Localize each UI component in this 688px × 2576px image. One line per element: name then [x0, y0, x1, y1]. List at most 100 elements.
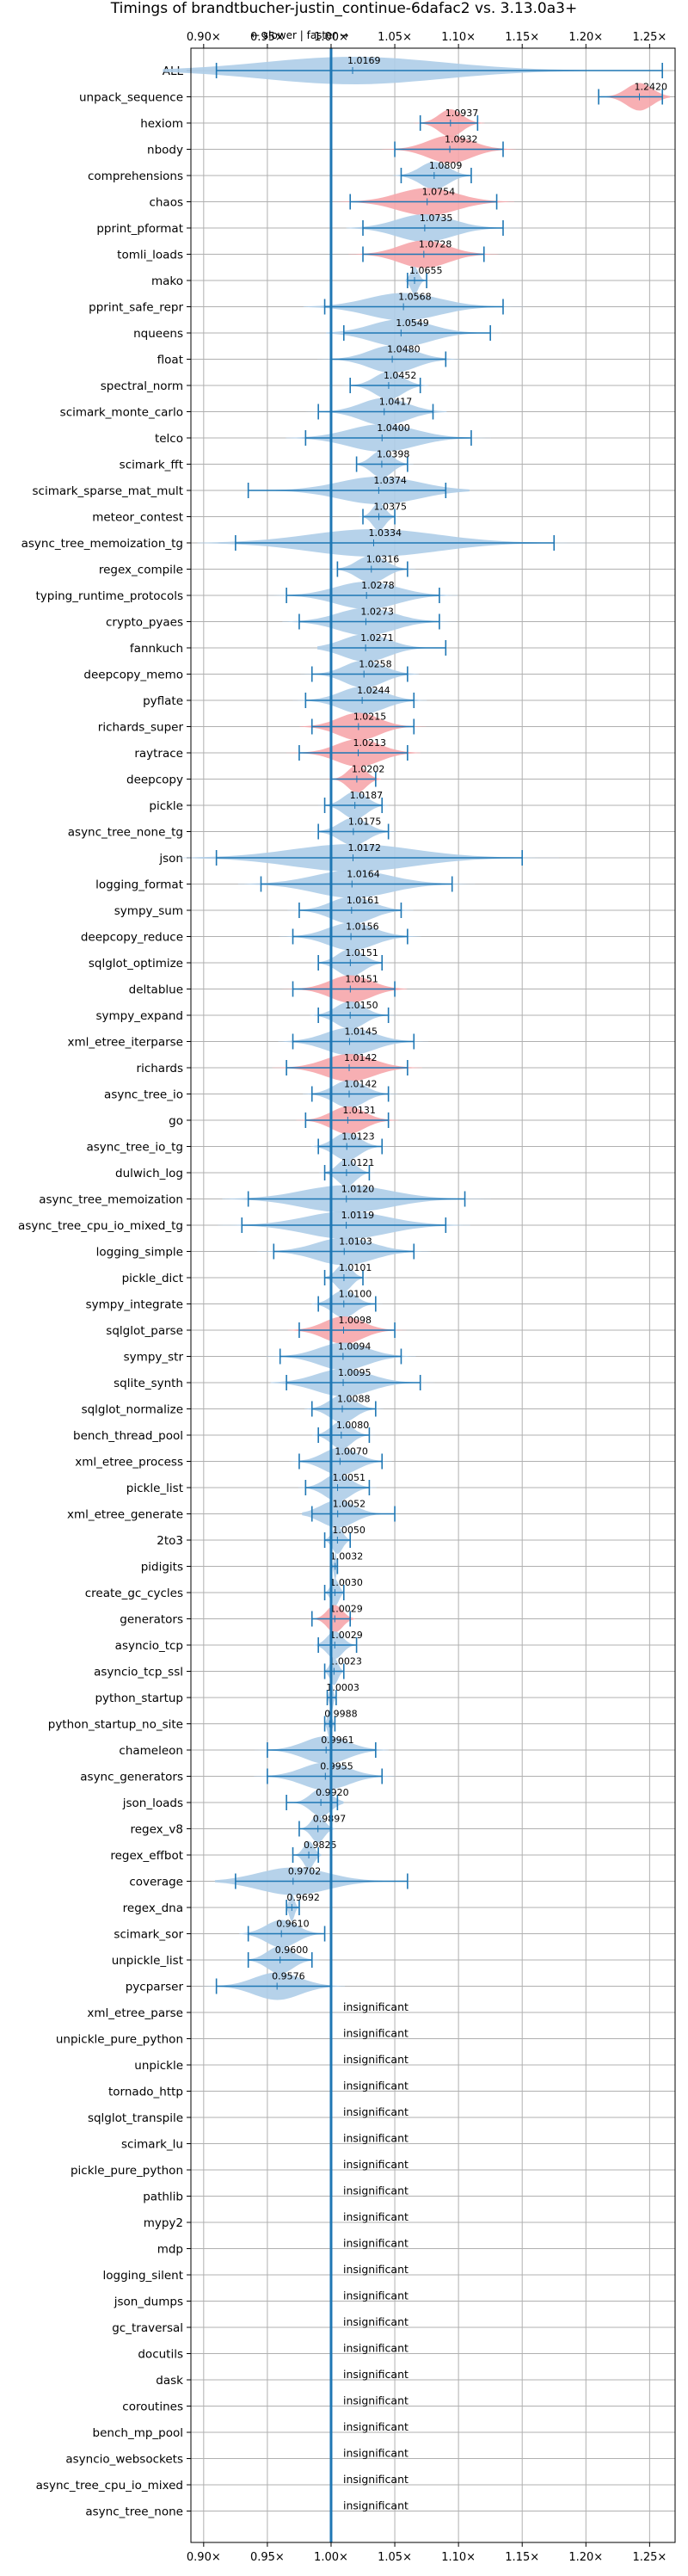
insignificant-label: insignificant	[343, 2289, 408, 2302]
benchmark-label: async_tree_io_tg	[86, 1141, 183, 1155]
benchmark-label: pathlib	[143, 2191, 183, 2204]
value-label: 1.0400	[377, 422, 410, 434]
benchmark-label: crypto_pyaes	[106, 616, 183, 630]
value-label: 1.0142	[344, 1052, 378, 1063]
x-tick-label-bottom: 1.05×	[378, 2551, 412, 2564]
benchmark-label: coroutines	[122, 2400, 183, 2414]
value-label: 1.0334	[368, 527, 402, 539]
benchmark-label: tomli_loads	[117, 249, 183, 262]
insignificant-label: insignificant	[343, 2499, 408, 2512]
value-label: 1.0278	[361, 580, 395, 591]
benchmark-label: pyflate	[143, 694, 183, 708]
value-label: 1.0103	[339, 1236, 372, 1248]
value-label: 1.0244	[357, 685, 390, 696]
value-label: 1.0375	[374, 502, 408, 513]
benchmark-label: dask	[156, 2374, 183, 2388]
x-tick-label-bottom: 1.15×	[505, 2551, 539, 2564]
value-label: 1.0728	[419, 239, 452, 250]
benchmark-label: unpack_sequence	[79, 91, 183, 105]
benchmark-label: dulwich_log	[115, 1167, 183, 1180]
value-label: 1.0175	[348, 817, 382, 828]
value-label: 1.0754	[422, 187, 455, 198]
benchmark-label: sqlglot_transpile	[88, 2111, 183, 2125]
benchmark-label: json	[158, 852, 183, 866]
value-label: 1.0937	[445, 108, 479, 119]
x-tick-label-bottom: 1.25×	[632, 2551, 666, 2564]
benchmark-label: sqlglot_normalize	[82, 1403, 183, 1417]
value-label: 1.0215	[353, 712, 387, 723]
benchmark-label: logging_simple	[96, 1246, 183, 1260]
benchmark-label: scimark_sparse_mat_mult	[33, 484, 183, 498]
value-label: 1.0051	[333, 1472, 366, 1483]
benchmark-label: scimark_fft	[120, 459, 183, 472]
benchmark-label: coverage	[129, 1876, 183, 1889]
benchmark-label: pprint_safe_repr	[89, 301, 183, 315]
benchmark-label: logging_silent	[103, 2269, 183, 2283]
value-label: 1.0655	[409, 265, 442, 276]
benchmark-label: logging_format	[95, 878, 183, 892]
value-label: 1.0151	[345, 947, 378, 958]
benchmark-label: async_tree_none_tg	[68, 826, 183, 840]
chart-title: Timings of brandtbucher-justin_continue-…	[110, 0, 578, 17]
value-label: 0.9961	[321, 1735, 354, 1746]
value-label: 1.0131	[342, 1105, 376, 1116]
value-label: 1.0145	[344, 1026, 378, 1038]
x-tick-label-top: 1.00×	[314, 31, 348, 44]
insignificant-label: insignificant	[343, 2342, 408, 2355]
insignificant-label: insignificant	[343, 2210, 408, 2223]
insignificant-label: insignificant	[343, 2185, 408, 2197]
benchmark-label: xml_etree_process	[75, 1456, 183, 1470]
insignificant-label: insignificant	[343, 2132, 408, 2145]
value-label: 0.9600	[275, 1944, 309, 1956]
benchmark-label: asyncio_tcp_ssl	[94, 1666, 183, 1679]
benchmark-label: deepcopy_reduce	[81, 931, 183, 945]
insignificant-label: insignificant	[343, 2420, 408, 2433]
insignificant-label: insignificant	[343, 2237, 408, 2250]
benchmark-label: sympy_sum	[114, 904, 183, 918]
insignificant-label: insignificant	[343, 2263, 408, 2276]
benchmark-label: comprehensions	[88, 169, 183, 183]
x-tick-label-bottom: 1.10×	[441, 2551, 476, 2564]
value-label: 1.0398	[377, 449, 410, 460]
value-label: 1.0549	[396, 317, 429, 329]
value-label: 1.0169	[347, 55, 381, 66]
value-label: 0.9825	[304, 1840, 337, 1851]
value-label: 1.0095	[338, 1367, 372, 1378]
benchmark-label: deltablue	[129, 983, 183, 997]
benchmark-label: scimark_monte_carlo	[60, 406, 183, 420]
benchmark-label: sqlite_synth	[114, 1377, 183, 1390]
benchmark-label: sqlglot_optimize	[89, 957, 183, 971]
value-label: 0.9988	[324, 1709, 358, 1720]
benchmark-label: richards_super	[98, 721, 184, 735]
x-tick-label-top: 1.25×	[632, 31, 666, 44]
benchmark-label: scimark_sor	[114, 1928, 183, 1942]
insignificant-label: insignificant	[343, 2158, 408, 2171]
value-label: 1.0273	[360, 607, 394, 618]
value-label: 1.0120	[341, 1184, 375, 1195]
benchmark-label: fannkuch	[130, 642, 183, 656]
value-label: 1.0029	[329, 1604, 363, 1615]
insignificant-label: insignificant	[343, 2105, 408, 2118]
value-label: 1.0374	[373, 475, 407, 486]
value-label: 1.0121	[341, 1157, 375, 1168]
value-label: 1.0452	[384, 370, 417, 381]
x-tick-label-top: 1.10×	[441, 31, 476, 44]
benchmark-label: async_generators	[80, 1771, 183, 1784]
value-label: 1.0100	[339, 1289, 372, 1300]
benchmark-label: 2to3	[157, 1534, 183, 1548]
benchmark-label: pprint_pformat	[96, 222, 183, 236]
value-label: 1.0187	[350, 790, 384, 801]
benchmark-label: chameleon	[119, 1744, 183, 1758]
value-label: 0.9692	[286, 1892, 320, 1903]
value-label: 1.0088	[337, 1394, 371, 1405]
value-label: 1.0052	[333, 1499, 366, 1510]
benchmark-label: chaos	[149, 196, 183, 210]
benchmark-label: sympy_expand	[95, 1009, 183, 1023]
benchmark-label: async_tree_none	[85, 2505, 183, 2519]
value-label: 1.0030	[329, 1577, 363, 1588]
x-tick-label-bottom: 0.95×	[250, 2551, 285, 2564]
benchmark-label: generators	[120, 1613, 183, 1627]
benchmark-label: nqueens	[133, 327, 183, 341]
